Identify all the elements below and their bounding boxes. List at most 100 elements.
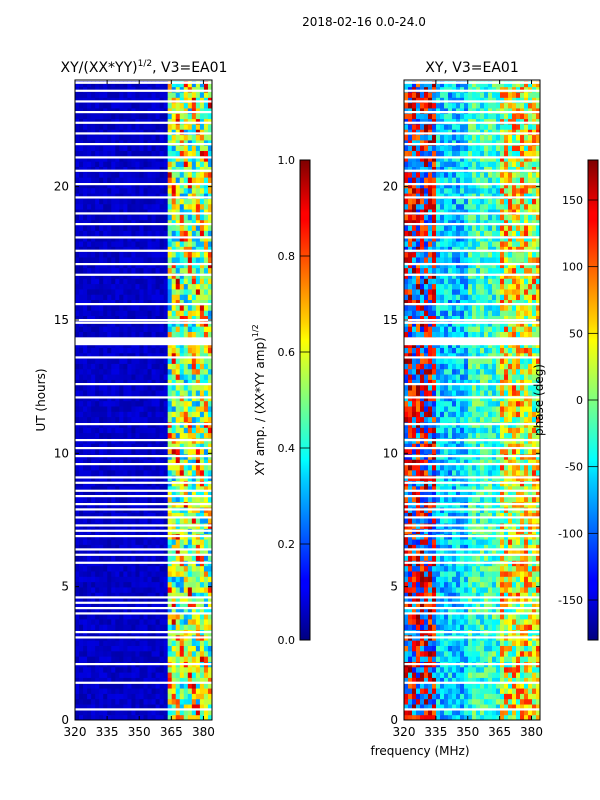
flagged-gap-line	[404, 423, 540, 426]
x-tick-label: 320	[64, 725, 87, 739]
colorbar-tick-label: -150	[558, 594, 583, 607]
flagged-gap-line	[404, 183, 540, 186]
flagged-gap-line	[404, 495, 540, 498]
flagged-gap-line	[404, 81, 540, 84]
flagged-gap-line	[75, 489, 212, 492]
left-y-axis: 0 5 10 15 20	[54, 180, 212, 727]
y-tick-label: 10	[383, 446, 398, 460]
flagged-gap-line	[75, 524, 212, 527]
flagged-gap-line	[404, 708, 540, 711]
flagged-gap-line	[404, 132, 540, 135]
flagged-gap-line	[404, 636, 540, 639]
left-y-axis-label: UT (hours)	[34, 368, 48, 431]
flagged-gap-line	[75, 121, 212, 124]
y-tick-label: 15	[54, 313, 69, 327]
flagged-gap-line	[404, 111, 540, 114]
flagged-gap-line	[75, 508, 212, 511]
flagged-gap-line	[404, 447, 540, 450]
colorbar-tick-label: 50	[569, 327, 583, 340]
flagged-gap-line	[404, 143, 540, 146]
x-tick-label: 320	[393, 725, 416, 739]
flagged-gap-line	[404, 383, 540, 386]
flagged-gap-line	[404, 524, 540, 527]
y-tick-label: 20	[383, 180, 398, 194]
left-plot-frame	[74, 79, 213, 721]
flagged-gap-line	[75, 212, 212, 215]
flagged-gap-line	[75, 631, 212, 634]
flagged-gap-line	[75, 383, 212, 386]
flagged-gap-line	[404, 169, 540, 172]
right-colorbar-label: phase (deg)	[532, 364, 546, 436]
flagged-gap-line	[404, 601, 540, 604]
flagged-gap-line	[75, 169, 212, 172]
colorbar-tick-label: 0.4	[278, 442, 296, 455]
right-y-axis: 0 5 10 15 20	[383, 180, 540, 727]
flagged-gap-line	[404, 561, 540, 564]
flagged-gap-line	[75, 663, 212, 666]
flagged-gap-line	[75, 132, 212, 135]
flagged-gap-line	[75, 495, 212, 498]
right-heatmap	[404, 80, 541, 721]
flagged-gap-line	[75, 249, 212, 252]
colorbar-tick-label: 0.6	[278, 346, 296, 359]
y-tick-label: 20	[54, 180, 69, 194]
flagged-gap-line	[75, 463, 212, 466]
left-panel: XY/(XX*YY)1/2, V3=EA01 320 335 350 365 380 0…	[34, 59, 227, 739]
flagged-gap-line	[75, 319, 212, 322]
flagged-gap-line	[404, 508, 540, 511]
colorbar-tick-label: 1.0	[278, 154, 296, 167]
flagged-gap-line	[404, 212, 540, 215]
left-x-axis: 320 335 350 365 380	[64, 80, 215, 739]
flagged-gap-line	[404, 503, 540, 506]
flagged-gap-line	[75, 439, 212, 442]
flagged-gap-line	[75, 596, 212, 599]
flagged-gap-line	[404, 121, 540, 124]
flagged-gap-line	[75, 553, 212, 556]
flagged-gap-line	[75, 447, 212, 450]
flagged-gap-line	[75, 455, 212, 458]
left-colorbar-label: XY amp. / (XX*YY amp)1/2	[251, 324, 267, 475]
flagged-gap-line	[75, 156, 212, 159]
x-tick-label: 365	[160, 725, 183, 739]
flagged-gap-line	[75, 636, 212, 639]
left-colorbar-gradient	[299, 159, 311, 641]
flagged-gap-line	[404, 89, 540, 92]
flagged-gap-line	[404, 535, 540, 538]
y-tick-label: 5	[390, 580, 398, 594]
flagged-gap-line	[404, 663, 540, 666]
colorbar-tick-label: 100	[562, 261, 583, 274]
flagged-gap-line	[75, 100, 212, 103]
flagged-gap-line	[75, 89, 212, 92]
colorbar-tick-label: 0.2	[278, 538, 296, 551]
x-tick-label: 335	[424, 725, 447, 739]
x-tick-label: 380	[520, 725, 543, 739]
flagged-gap-line	[75, 273, 212, 276]
right-plot-frame	[403, 79, 541, 721]
shared-x-axis-label: frequency (MHz)	[370, 744, 469, 758]
flagged-gap-line	[404, 439, 540, 442]
right-panel-title: XY, V3=EA01	[425, 60, 519, 76]
flagged-gap-line	[75, 183, 212, 186]
flagged-gap-line	[75, 607, 212, 610]
flagged-gap-line	[75, 548, 212, 551]
colorbar-tick-label: 150	[562, 194, 583, 207]
x-tick-label: 335	[96, 725, 119, 739]
x-tick-label: 365	[488, 725, 511, 739]
colorbar-tick-label: 0.8	[278, 250, 296, 263]
y-tick-label: 0	[390, 713, 398, 727]
colorbar-tick-label: 0.0	[278, 634, 296, 647]
right-colorbar-ticks: -150 -100 -50 0 50 100 150	[558, 194, 598, 607]
flagged-gap-line	[404, 319, 540, 322]
flagged-gap-line	[75, 303, 212, 306]
flagged-gap-line	[404, 607, 540, 610]
flagged-gap-line	[404, 548, 540, 551]
right-panel: XY, V3=EA01 320 335 350 365 380 0 5 10 15 20 fre…	[370, 60, 542, 758]
flagged-gap-line	[404, 100, 540, 103]
flagged-gap-line	[404, 463, 540, 466]
right-x-axis: 320 335 350 365 380	[393, 80, 543, 739]
figure-suptitle: 2018-02-16 0.0-24.0	[302, 15, 426, 29]
flagged-gap-line	[404, 516, 540, 519]
flagged-gap-line	[404, 476, 540, 479]
flagged-gap-line	[75, 481, 212, 484]
